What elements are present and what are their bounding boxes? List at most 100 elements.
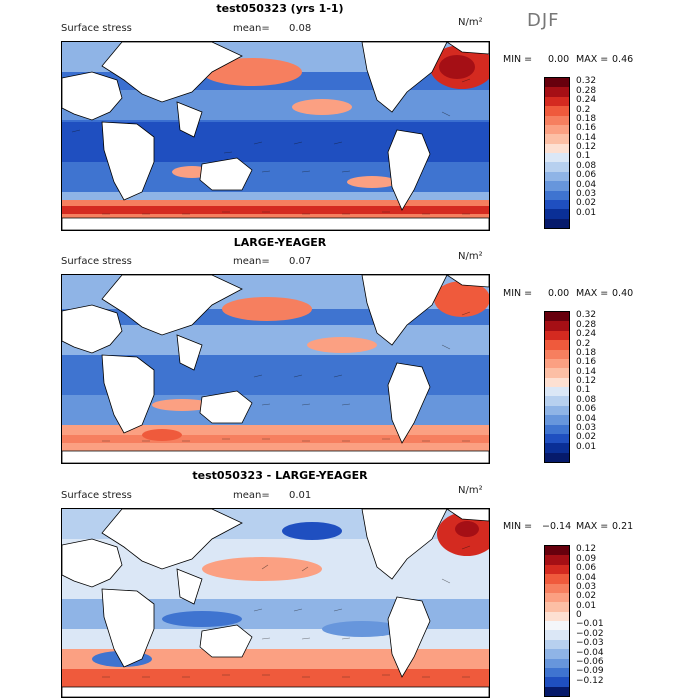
colorbar-tick-label: 0.28 (576, 85, 597, 96)
colorbar-tick-label: 0.1 (576, 151, 591, 162)
colorbar-swatch (545, 124, 569, 135)
panel-1-map-svg (62, 42, 489, 230)
colorbar-tick-label: 0.14 (576, 132, 597, 143)
panel-2-mean-label: mean= (233, 256, 270, 267)
colorbar-tick-label: 0.06 (576, 404, 597, 415)
colorbar-swatch (545, 611, 569, 621)
colorbar-tick-label: 0.09 (576, 553, 597, 564)
colorbar-swatch (545, 181, 569, 191)
panel-1-max-label: MAX = (576, 54, 609, 65)
colorbar-tick-label: −0.01 (576, 619, 604, 630)
colorbar-swatch (545, 621, 569, 631)
colorbar-tick-label: 0.03 (576, 188, 597, 199)
colorbar-tick-label: −0.04 (576, 647, 604, 658)
panel-2-variable: Surface stress (61, 256, 132, 267)
panel-3-colorbar (544, 545, 570, 697)
colorbar-swatch (545, 349, 569, 359)
colorbar-swatch (545, 115, 569, 125)
colorbar-tick-label: 0.28 (576, 319, 597, 330)
colorbar-tick-label: −0.02 (576, 628, 604, 639)
panel-1-colorbar (544, 77, 570, 229)
panel-2-max-value: 0.40 (612, 288, 634, 299)
colorbar-swatch (545, 658, 569, 668)
panel-3-map (61, 508, 490, 698)
colorbar-tick-label: 0.12 (576, 142, 597, 152)
colorbar-tick-label: 0.04 (576, 572, 597, 583)
panel-2-map (61, 274, 490, 464)
colorbar-swatch (545, 340, 569, 350)
colorbar-swatch (545, 592, 569, 603)
panel-1-max-value: 0.46 (612, 54, 634, 65)
panel-3-mean-label: mean= (233, 490, 270, 501)
colorbar-tick-label: 0.16 (576, 123, 597, 134)
colorbar-tick-label: 0 (576, 610, 582, 620)
colorbar-tick-label: 0.02 (576, 198, 597, 209)
colorbar-tick-label: 0.16 (576, 357, 597, 368)
colorbar-swatch (545, 218, 569, 228)
panel-1-mean-value: 0.08 (289, 23, 312, 34)
colorbar-swatch (545, 78, 569, 88)
colorbar-swatch (545, 190, 569, 200)
colorbar-swatch (545, 677, 569, 687)
colorbar-swatch (545, 583, 569, 593)
colorbar-swatch (545, 639, 569, 650)
panel-2-min-label: MIN = (503, 288, 533, 299)
season-label: DJF (527, 10, 560, 31)
colorbar-swatch (545, 630, 569, 640)
colorbar-swatch (545, 574, 569, 584)
colorbar-tick-label: 0.03 (576, 422, 597, 433)
colorbar-tick-label: 0.02 (576, 432, 597, 443)
colorbar-swatch (545, 153, 569, 163)
panel-3-min-label: MIN = (503, 521, 533, 532)
colorbar-tick-label: 0.08 (576, 394, 597, 405)
panel-3-max-label: MAX = (576, 521, 609, 532)
panel-1-map (61, 41, 490, 231)
colorbar-swatch (545, 143, 569, 153)
colorbar-swatch (545, 87, 569, 97)
colorbar-tick-label: 0.14 (576, 366, 597, 377)
colorbar-swatch (545, 96, 569, 107)
panel-1-mean-label: mean= (233, 23, 270, 34)
colorbar-swatch (545, 649, 569, 659)
colorbar-tick-label: 0.24 (576, 95, 597, 106)
panel-3-max-value: 0.21 (612, 521, 634, 532)
colorbar-tick-label: −0.03 (576, 638, 604, 649)
colorbar-swatch (545, 546, 569, 556)
colorbar-tick-label: 0.03 (576, 581, 597, 592)
colorbar-swatch (545, 330, 569, 341)
colorbar-tick-label: 0.2 (576, 338, 591, 349)
panel-3-variable: Surface stress (61, 490, 132, 501)
panel-3-map-svg (62, 509, 489, 697)
colorbar-tick-label: 0.04 (576, 413, 597, 424)
colorbar-tick-label: −0.06 (576, 656, 604, 667)
colorbar-swatch (545, 555, 569, 565)
panel-1-variable: Surface stress (61, 23, 132, 34)
colorbar-tick-label: 0.1 (576, 385, 591, 396)
colorbar-swatch (545, 396, 569, 406)
colorbar-tick-label: 0.06 (576, 563, 597, 574)
colorbar-swatch (545, 686, 569, 696)
colorbar-tick-label: 0.18 (576, 347, 597, 358)
panel-1-min-value: 0.00 (548, 54, 570, 65)
panel-3-min-value: −0.14 (542, 521, 572, 532)
panel-2-title: LARGE-YEAGER (233, 236, 327, 249)
colorbar-swatch (545, 358, 569, 369)
colorbar-tick-label: 0.32 (576, 76, 597, 87)
colorbar-swatch (545, 424, 569, 434)
colorbar-swatch (545, 667, 569, 678)
colorbar-swatch (545, 368, 569, 378)
colorbar-swatch (545, 312, 569, 322)
colorbar-tick-label: 0.12 (576, 376, 597, 386)
colorbar-tick-label: 0.08 (576, 160, 597, 171)
colorbar-swatch (545, 209, 569, 219)
colorbar-swatch (545, 405, 569, 416)
colorbar-tick-label: 0.04 (576, 179, 597, 190)
colorbar-tick-label: 0.32 (576, 310, 597, 321)
colorbar-swatch (545, 377, 569, 387)
colorbar-tick-label: 0.01 (576, 600, 597, 611)
colorbar-tick-label: −0.09 (576, 666, 604, 677)
colorbar-swatch (545, 199, 569, 210)
panel-3-units: N/m² (458, 485, 483, 496)
panel-2-units: N/m² (458, 251, 483, 262)
panel-2-min-value: 0.00 (548, 288, 570, 299)
